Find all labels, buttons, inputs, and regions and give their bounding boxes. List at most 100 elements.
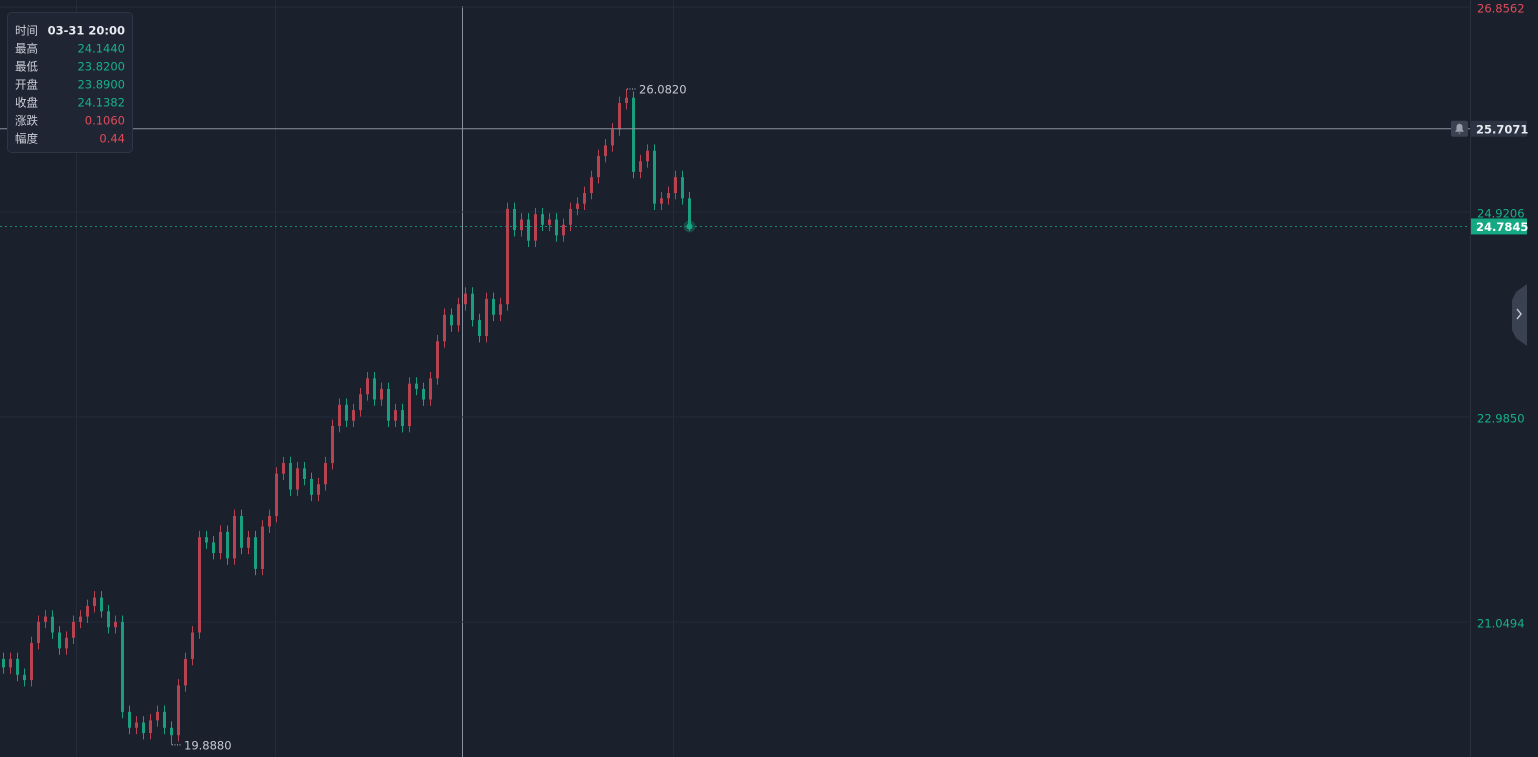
candle-body (681, 177, 684, 199)
candle-body (135, 722, 138, 728)
candle-body (212, 542, 215, 554)
candle (324, 456, 327, 491)
candle-body (653, 150, 656, 204)
candle-body (324, 463, 327, 485)
collapse-button[interactable] (1512, 284, 1527, 346)
candle (520, 213, 523, 237)
candles (2, 89, 691, 745)
candle (93, 591, 96, 613)
candle (310, 472, 313, 502)
candle-body (205, 537, 208, 543)
tooltip-label: 最低 (15, 60, 38, 74)
candle (541, 207, 544, 232)
candle (457, 297, 460, 332)
candle-body (247, 537, 250, 548)
candle (289, 456, 292, 496)
alert-button[interactable] (1451, 120, 1468, 137)
candle-body (275, 473, 278, 516)
candle (555, 213, 558, 242)
candle-body (331, 425, 334, 464)
candle (177, 679, 180, 742)
candle (625, 89, 628, 110)
candle-body (688, 198, 691, 227)
candle (387, 382, 390, 428)
candle (9, 652, 12, 674)
y-tick-label: 26.8562 (1477, 2, 1525, 16)
candle (184, 652, 187, 692)
candle (135, 716, 138, 735)
candle-body (9, 658, 12, 668)
candle-body (632, 97, 635, 172)
candle (268, 509, 271, 533)
y-tick-label: 21.0494 (1477, 616, 1525, 630)
candle (513, 202, 516, 237)
tooltip-label: 最高 (15, 42, 38, 56)
candle-body (562, 224, 565, 236)
tooltip-value: 23.8900 (77, 78, 125, 92)
candle (338, 398, 341, 433)
last-price-label: 24.7845 (1476, 220, 1528, 234)
candle (205, 530, 208, 549)
candle (576, 197, 579, 216)
candle-body (107, 611, 110, 628)
candle-body (611, 129, 614, 146)
candle (646, 144, 649, 168)
candle (240, 509, 243, 555)
candle-body (520, 219, 523, 231)
candle (58, 626, 61, 655)
candle-body (240, 515, 243, 548)
candle (128, 705, 131, 735)
candle-body (310, 478, 313, 495)
candle (604, 139, 607, 163)
candle-body (443, 314, 446, 342)
candle (163, 705, 166, 735)
candle-body (394, 410, 397, 421)
candle-body (282, 463, 285, 474)
crosshair-label: 25.7071 (1476, 122, 1528, 136)
candle (352, 403, 355, 428)
candle-body (170, 727, 173, 736)
candle (212, 536, 215, 560)
candle (450, 308, 453, 332)
candle-body (667, 193, 670, 199)
candle (30, 636, 33, 687)
candle-body (660, 198, 663, 204)
tooltip-value: 0.1060 (85, 114, 125, 128)
candle-body (513, 208, 516, 231)
candle-body (415, 383, 418, 389)
candle-body (429, 378, 432, 400)
candle-body (359, 394, 362, 411)
candle (653, 144, 656, 210)
candle (464, 287, 467, 311)
tooltip: 时间 03-31 20:00 最高 24.1440 最低 23.8200 开盘 23.8900… (7, 12, 133, 153)
candle (492, 292, 495, 322)
candle-body (128, 711, 131, 728)
candle-body (485, 298, 488, 336)
candle (2, 652, 5, 674)
candle-body (114, 621, 117, 628)
candle-body (254, 537, 257, 569)
candle-body (583, 193, 586, 204)
candle (86, 599, 89, 623)
candle-body (345, 404, 348, 421)
tooltip-value: 24.1440 (77, 42, 125, 56)
y-tick-label: 22.9850 (1477, 411, 1525, 425)
candle (436, 334, 439, 385)
candle-body (534, 214, 537, 241)
candle-body (30, 643, 33, 681)
candle-body (506, 208, 509, 305)
candle (149, 714, 152, 740)
candle (443, 308, 446, 348)
candle (121, 615, 124, 719)
candle-body (303, 468, 306, 479)
candle (618, 96, 621, 136)
tooltip-label: 开盘 (15, 78, 38, 92)
candle-body (268, 515, 271, 527)
candle (100, 591, 103, 618)
candle (611, 123, 614, 152)
candle-body (100, 597, 103, 612)
tooltip-bg (7, 12, 133, 153)
